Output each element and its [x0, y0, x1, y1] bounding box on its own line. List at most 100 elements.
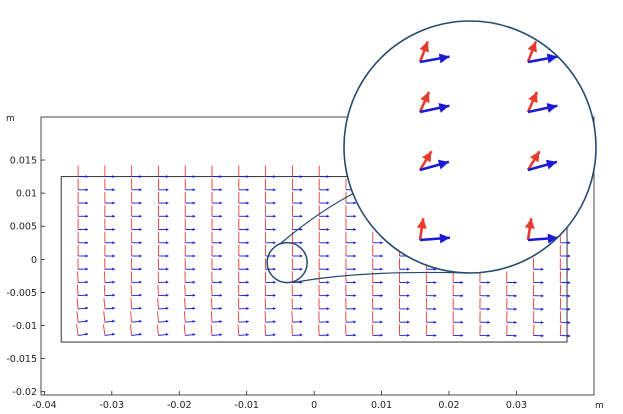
zoom-red-arrow-head: [416, 218, 427, 229]
zoom-red-arrow-head: [524, 218, 535, 229]
blue-vector-head: [139, 201, 142, 205]
blue-vector-head: [567, 307, 571, 311]
blue-vector-head: [219, 228, 223, 232]
zoom-leader: [278, 189, 471, 284]
blue-vector-head: [299, 228, 303, 232]
zoom-red-arrow-head: [527, 41, 537, 53]
blue-vector-head: [219, 241, 223, 245]
red-vector: [237, 324, 240, 336]
blue-vector-head: [326, 307, 330, 311]
blue-vector-head: [246, 280, 249, 284]
blue-vector-head: [85, 280, 89, 284]
blue-vector-head: [112, 293, 115, 297]
blue-vector-head: [407, 333, 410, 337]
y-tick-label: -0.01: [12, 321, 37, 332]
blue-vector-head: [567, 241, 571, 245]
y-tick-label: 0.005: [10, 222, 37, 233]
blue-vector-head: [540, 281, 544, 285]
x-tick-label: 0.03: [506, 400, 527, 411]
red-vector: [264, 324, 267, 336]
blue-vector-head: [567, 321, 571, 325]
blue-vector-head: [273, 254, 276, 258]
red-vector: [210, 324, 213, 336]
blue-vector-head: [380, 307, 383, 311]
red-vector: [157, 284, 159, 296]
y-tick-label: -0.005: [6, 288, 37, 299]
blue-vector-head: [460, 334, 464, 338]
red-vector: [210, 311, 213, 323]
blue-vector-head: [353, 294, 356, 298]
red-vector: [156, 324, 159, 336]
blue-vector-head: [407, 280, 410, 284]
zoom-inset-background: [344, 21, 596, 273]
blue-vector-head: [353, 280, 356, 284]
blue-vector-head: [353, 241, 356, 245]
zoom-source-circle: [266, 241, 308, 284]
zoom-blue-arrow-head: [546, 102, 558, 113]
blue-vector-head: [514, 320, 517, 324]
red-vector: [291, 324, 293, 336]
blue-vector-head: [165, 254, 169, 258]
blue-vector-head: [326, 320, 330, 324]
zoom-blue-arrow: [420, 7, 450, 12]
blue-vector-head: [353, 267, 356, 271]
blue-vector-head: [139, 254, 142, 258]
blue-vector-head: [246, 241, 249, 245]
blue-vector-head: [567, 334, 571, 338]
blue-vector-head: [192, 254, 196, 258]
blue-vector-head: [326, 175, 330, 179]
blue-vector-head: [299, 333, 303, 337]
red-vector: [76, 284, 79, 296]
x-tick-label: -0.02: [167, 400, 192, 411]
blue-vector-head: [112, 228, 115, 232]
vector-field: [76, 165, 571, 338]
blue-vector-head: [219, 333, 222, 337]
zoom-red-arrow-head: [523, 263, 534, 273]
zoom-blue-arrow-head: [437, 159, 449, 170]
blue-vector-head: [407, 267, 410, 271]
x-tick-label: 0: [311, 400, 317, 411]
zoom-blue-arrow-head: [546, 53, 558, 64]
blue-vector-head: [165, 188, 169, 192]
red-vector: [184, 297, 186, 309]
blue-vector-head: [540, 294, 544, 298]
blue-vector-head: [273, 320, 276, 324]
red-vector: [76, 297, 79, 309]
blue-vector-head: [246, 254, 249, 258]
red-vector: [264, 311, 267, 323]
red-vector: [130, 297, 133, 309]
blue-vector-head: [433, 307, 437, 311]
zoom-red-arrow-head: [528, 91, 538, 104]
blue-vector-head: [112, 319, 115, 323]
blue-vector-head: [514, 334, 517, 338]
blue-vector-head: [299, 320, 303, 324]
blue-vector-head: [353, 214, 356, 218]
blue-vector-head: [460, 294, 464, 298]
blue-vector-head: [192, 214, 196, 218]
blue-vector-head: [112, 214, 115, 218]
red-vector: [76, 324, 79, 336]
blue-vector-head: [380, 254, 383, 258]
blue-vector-head: [139, 293, 142, 297]
blue-vector-head: [165, 306, 169, 310]
blue-vector-head: [567, 281, 571, 285]
y-axis-label: m: [6, 114, 15, 124]
zoom-inset: [266, 7, 597, 284]
blue-vector-head: [85, 228, 89, 232]
blue-vector-head: [460, 307, 464, 311]
blue-vector-head: [246, 201, 249, 205]
blue-vector-head: [326, 228, 330, 232]
blue-vector-head: [514, 281, 517, 285]
blue-vector-head: [139, 332, 142, 336]
blue-vector-head: [219, 293, 223, 297]
blue-vector-head: [219, 267, 223, 271]
blue-vector-head: [246, 333, 249, 337]
blue-vector-head: [165, 332, 169, 336]
red-vector: [559, 311, 562, 323]
blue-vector-head: [273, 241, 276, 245]
red-vector: [130, 284, 133, 296]
blue-vector-head: [139, 280, 142, 284]
blue-vector-head: [567, 294, 571, 298]
y-tick-label: -0.02: [12, 387, 37, 398]
blue-vector-head: [567, 267, 571, 271]
